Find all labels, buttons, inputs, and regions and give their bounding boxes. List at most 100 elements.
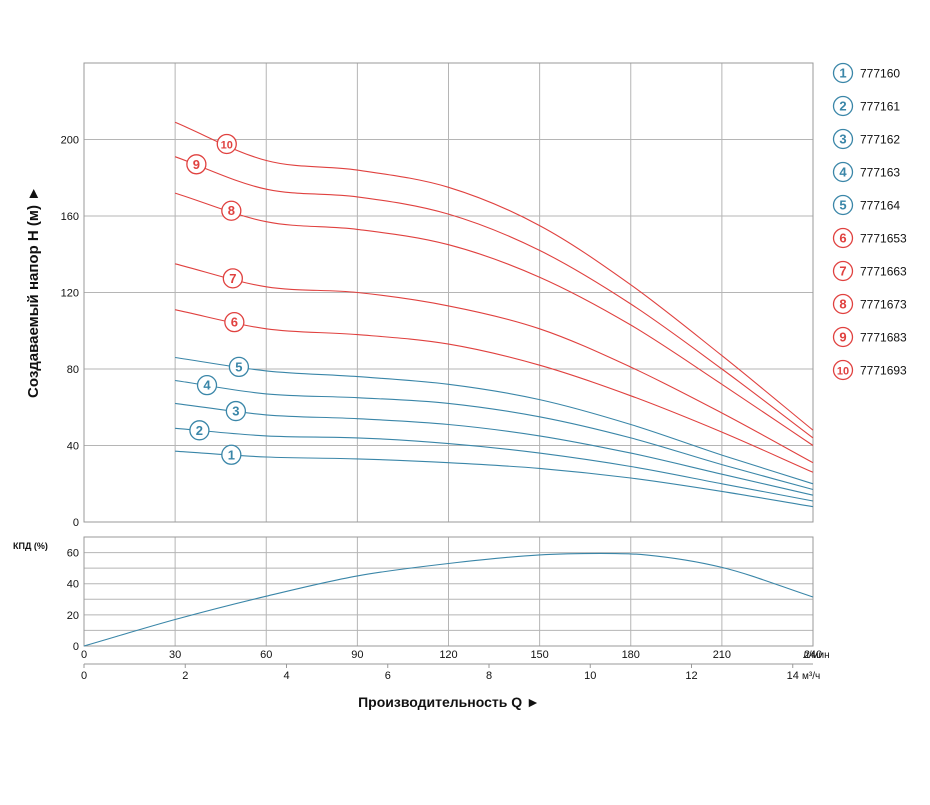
head-curve-10 <box>174 121 814 431</box>
curve-badge-circle-3 <box>225 400 247 422</box>
head-curves <box>174 121 814 508</box>
curve-badge-number-4: 4 <box>203 378 211 393</box>
x-tick-label-m3h: 8 <box>486 670 492 682</box>
x-tick-label-m3h: 14 <box>787 670 799 682</box>
x-tick-label-lpm: 120 <box>439 649 457 661</box>
head-curve-3 <box>175 402 814 496</box>
legend-badge-number-2: 2 <box>839 99 846 114</box>
legend-badge-number-5: 5 <box>839 198 846 213</box>
legend-badge-3 <box>832 128 854 150</box>
curve-badge-number-5: 5 <box>235 359 242 374</box>
head-curve-8 <box>174 192 814 446</box>
curve-badge-circle-5 <box>228 356 250 378</box>
x-tick-label-lpm: 210 <box>713 649 731 661</box>
head-plot-frame <box>83 62 814 523</box>
head-y-tick-label: 80 <box>67 364 79 376</box>
curve-badge-circle-9 <box>186 154 207 175</box>
x-tick-label-lpm: 150 <box>530 649 548 661</box>
legend-badge-5 <box>832 194 854 216</box>
x-tick-label-m3h: 2 <box>182 670 188 682</box>
head-y-axis-label: Создаваемый напор H (м) ► <box>25 186 42 398</box>
x-tick-labels-lpm: 0 30 60 90 120 150 180 210 240 <box>81 649 822 661</box>
legend-entry-label-7: 7771663 <box>860 265 907 279</box>
legend-entry-label-6: 7771653 <box>860 232 907 246</box>
head-curve-9 <box>174 156 814 439</box>
legend-entry-label-10: 7771693 <box>860 364 907 378</box>
head-y-tick-label: 40 <box>67 441 79 453</box>
efficiency-y-tick-label: 20 <box>67 610 79 622</box>
curve-badge-number-8: 8 <box>228 203 235 218</box>
curve-badge-number-3: 3 <box>232 404 239 419</box>
head-curve-1 <box>175 450 814 508</box>
legend-badge-number-1: 1 <box>839 66 846 81</box>
legend-badge-number-4: 4 <box>839 165 847 180</box>
curve-badge-circle-6 <box>224 311 245 333</box>
x-tick-label-m3h: 0 <box>81 670 87 682</box>
head-y-tick-label: 120 <box>61 288 79 300</box>
efficiency-grid <box>84 537 814 646</box>
x-unit-m3h: м³/ч <box>802 671 820 682</box>
efficiency-y-axis-label: КПД (%) <box>13 541 48 551</box>
x-tick-label-lpm: 60 <box>260 649 272 661</box>
x-unit-lpm: л/мин <box>803 650 830 661</box>
legend-entry-label-8: 7771673 <box>860 298 907 312</box>
curve-badge-number-7: 7 <box>229 271 236 286</box>
legend-entry-label-1: 777160 <box>860 67 900 81</box>
x-axis-label: Производительность Q ► <box>358 694 540 710</box>
efficiency-plot-frame <box>83 536 814 647</box>
efficiency-y-tick-label: 40 <box>67 579 79 591</box>
legend-badge-10 <box>832 359 854 381</box>
legend-badge-4 <box>832 161 854 183</box>
head-y-tick-label: 0 <box>73 517 79 529</box>
legend-entry-label-9: 7771683 <box>860 331 907 345</box>
curve-badge-number-2: 2 <box>196 423 203 438</box>
head-y-tick-label: 160 <box>61 211 79 223</box>
x-tick-label-lpm: 240 <box>804 649 822 661</box>
head-grid <box>84 63 813 522</box>
legend-badge-2 <box>832 95 854 117</box>
curve-badge-number-10: 10 <box>221 139 233 151</box>
head-curve-6 <box>174 309 814 473</box>
curve-badge-number-6: 6 <box>231 315 238 330</box>
legend-badge-9 <box>832 326 854 348</box>
legend-badge-8 <box>832 293 854 315</box>
legend: 1 777160 2 777161 3 777162 4 777163 5 777164 6 7771… <box>832 62 907 381</box>
legend-entry-label-3: 777162 <box>860 133 900 147</box>
head-curve-2 <box>175 427 814 502</box>
efficiency-y-tick-label: 60 <box>67 548 79 560</box>
head-curve-5 <box>175 356 814 485</box>
legend-badge-number-9: 9 <box>839 330 846 345</box>
efficiency-y-tick-labels: 0 20 40 60 <box>67 548 79 653</box>
legend-badge-7 <box>832 260 854 282</box>
legend-badge-number-3: 3 <box>839 132 846 147</box>
x-tick-label-m3h: 4 <box>283 670 289 682</box>
head-y-tick-labels: 0 40 80 120 160 200 <box>61 135 79 530</box>
curve-badge-circle-1 <box>221 444 242 465</box>
legend-badge-1 <box>832 62 854 84</box>
curve-badge-circle-7 <box>222 268 243 289</box>
x-tick-label-lpm: 180 <box>622 649 640 661</box>
legend-badge-number-8: 8 <box>839 297 846 312</box>
head-curve-badges: 1 2 3 4 5 6 7 8 9 10 <box>186 133 250 465</box>
x-tick-labels-m3h: 0 2 4 6 8 10 12 14 <box>81 664 799 682</box>
head-curve-7 <box>174 263 814 464</box>
legend-badge-number-7: 7 <box>839 264 846 279</box>
legend-badge-number-6: 6 <box>839 231 846 246</box>
efficiency-curve <box>83 552 814 647</box>
x-tick-label-m3h: 10 <box>584 670 596 682</box>
legend-entry-label-2: 777161 <box>860 100 900 114</box>
legend-entry-label-4: 777163 <box>860 166 900 180</box>
legend-badge-number-10: 10 <box>837 366 849 378</box>
x-tick-label-lpm: 30 <box>169 649 181 661</box>
x-tick-label-lpm: 0 <box>81 649 87 661</box>
curve-badge-number-1: 1 <box>228 447 235 462</box>
curve-badge-circle-4 <box>196 375 218 396</box>
legend-badge-6 <box>832 227 854 249</box>
curve-badge-number-9: 9 <box>193 157 200 172</box>
x-tick-label-m3h: 6 <box>385 670 391 682</box>
curve-badge-circle-2 <box>189 420 210 441</box>
x-tick-label-m3h: 12 <box>685 670 697 682</box>
x-tick-label-lpm: 90 <box>351 649 363 661</box>
